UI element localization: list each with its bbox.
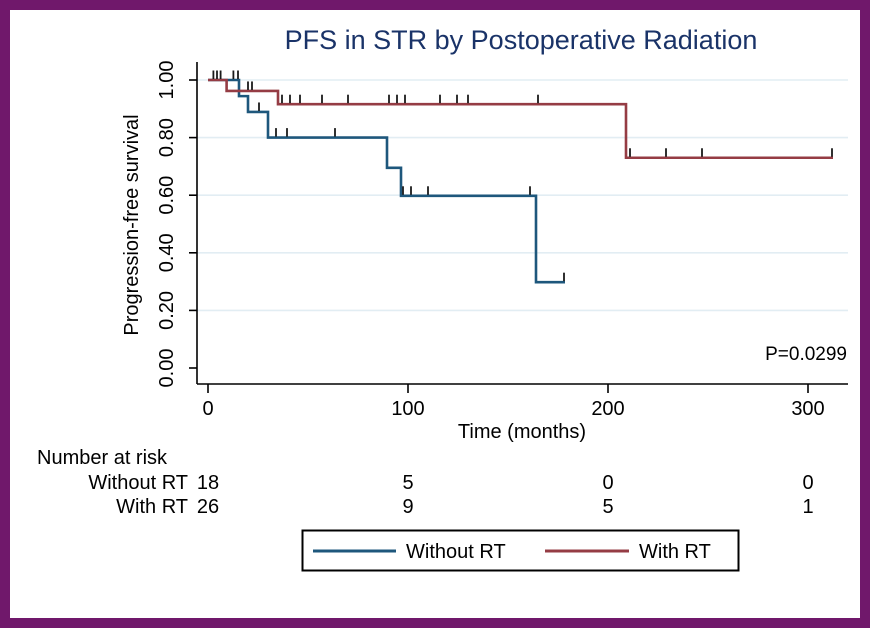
y-tick-label: 0.80 xyxy=(156,118,178,157)
x-tick-label: 0 xyxy=(202,398,213,420)
legend: Without RT With RT xyxy=(301,529,740,572)
axis-tick-labels: 0.00 0.20 0.40 0.60 0.80 1.00 0 100 200 300 xyxy=(156,61,825,420)
y-tick-label: 0.60 xyxy=(156,176,178,215)
x-tick-label: 300 xyxy=(791,398,824,420)
y-tick-label: 0.00 xyxy=(156,349,178,388)
y-tick-label: 0.40 xyxy=(156,233,178,272)
chart-title: PFS in STR by Postoperative Radiation xyxy=(285,25,758,55)
y-axis-title: Progression-free survival xyxy=(121,114,143,335)
x-tick-label: 200 xyxy=(591,398,624,420)
risk-table-header: Number at risk xyxy=(37,447,168,469)
risk-count: 0 xyxy=(602,472,613,494)
legend-label-with-rt: With RT xyxy=(639,541,711,563)
censor-tick-marks xyxy=(212,70,833,282)
axes xyxy=(189,62,848,393)
survival-curves xyxy=(208,78,833,284)
y-tick-label: 0.20 xyxy=(156,291,178,330)
number-at-risk-table: Number at risk Without RT 18 5 0 0 With … xyxy=(37,447,814,518)
x-axis-title: Time (months) xyxy=(458,421,586,443)
risk-count: 26 xyxy=(197,496,219,518)
risk-count: 1 xyxy=(802,496,813,518)
p-value-annotation: P=0.0299 xyxy=(765,344,847,365)
km-curve-without-rt xyxy=(208,78,565,284)
risk-count: 9 xyxy=(402,496,413,518)
risk-count: 0 xyxy=(802,472,813,494)
km-curve-with-rt xyxy=(208,78,833,160)
risk-row-label-without-rt: Without RT xyxy=(88,472,188,494)
x-tick-label: 100 xyxy=(391,398,424,420)
legend-label-without-rt: Without RT xyxy=(406,541,506,563)
km-plot-svg: 0.000.200.400.600.801.000 100 200 300 PFS i… xyxy=(37,25,848,572)
risk-count: 5 xyxy=(602,496,613,518)
risk-count: 5 xyxy=(402,472,413,494)
y-tick-label: 1.00 xyxy=(156,61,178,100)
risk-row-label-with-rt: With RT xyxy=(116,496,188,518)
risk-count: 18 xyxy=(197,472,219,494)
